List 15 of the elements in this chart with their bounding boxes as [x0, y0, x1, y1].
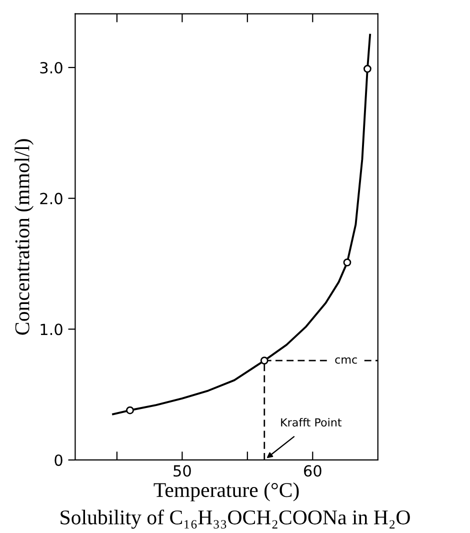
y-tick-label: 0	[54, 454, 62, 466]
x-tick-label: 50	[174, 465, 191, 477]
y-tick-label: 2.0	[40, 192, 62, 204]
y-axis-title: Concentration (mmol/l)	[14, 139, 34, 335]
ref-line-label: Krafft Point	[281, 418, 342, 427]
point	[363, 64, 372, 73]
point	[343, 258, 352, 266]
point	[126, 406, 134, 414]
y-tick-label: 1.0	[40, 324, 62, 336]
x-axis-title: Temperature (°C)	[154, 482, 299, 502]
text: Solubility of C₁₆H₃₃OCH₂COONa in H₂O	[60, 510, 410, 529]
ref-line-label: cmc	[335, 357, 357, 364]
point	[260, 356, 268, 364]
x-tick-label: 60	[304, 465, 322, 477]
y-tick-label: 3.0	[40, 62, 62, 74]
